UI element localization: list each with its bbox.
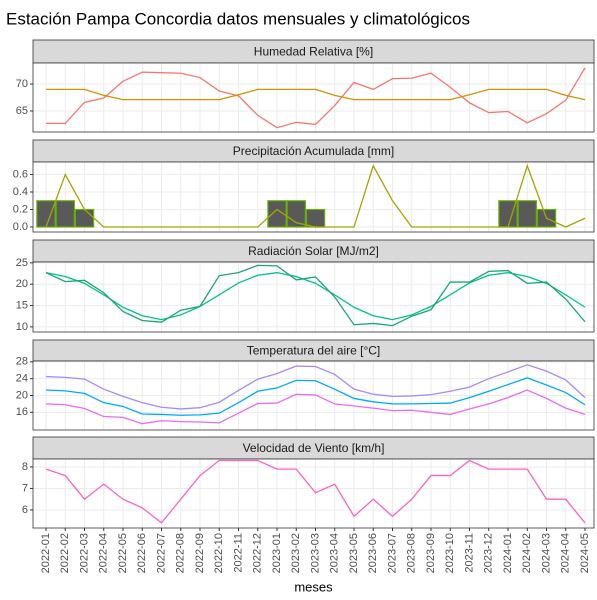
y-tick-label: 6: [22, 504, 28, 516]
x-tick-label: 2023-10: [444, 533, 456, 573]
x-tick-label: 2024-04: [560, 533, 572, 573]
y-tick-label: 20: [16, 389, 28, 401]
x-tick-label: 2023-11: [463, 533, 475, 573]
line: [45, 163, 586, 228]
x-tick-label: 2022-05: [117, 533, 129, 573]
line: [45, 389, 586, 425]
y-tick-label: 10: [16, 321, 28, 333]
y-tick-label: 25: [16, 257, 28, 269]
bar: [36, 200, 56, 228]
x-tick-label: 2022-01: [40, 533, 52, 573]
line: [45, 459, 586, 524]
x-tick-label: 2022-03: [78, 533, 90, 573]
x-tick-label: 2023-09: [425, 533, 437, 573]
x-tick-label: 2024-05: [579, 533, 591, 573]
facet-title: Temperatura del aire [°C]: [247, 344, 381, 358]
x-tick-label: 2023-03: [309, 533, 321, 573]
panel: [33, 63, 594, 132]
facet-title: Precipitación Acumulada [mm]: [233, 144, 394, 158]
y-tick-label: 28: [16, 356, 28, 368]
x-tick-label: 2023-08: [406, 533, 418, 573]
panel-border: [32, 360, 595, 431]
y-tick-label: 0.4: [13, 186, 28, 198]
x-tick-label: 2022-06: [136, 533, 148, 573]
line: [46, 88, 586, 101]
y-tick-label: 70: [16, 78, 28, 90]
line: [46, 67, 586, 129]
facet-title: Velocidad de Viento [km/h]: [243, 441, 385, 455]
y-tick-label: 0.0: [13, 221, 28, 233]
y-tick-label: 0.6: [13, 168, 28, 180]
x-tick-label: 2022-12: [252, 533, 264, 573]
x-axis-label: meses: [294, 579, 333, 594]
bar: [55, 200, 75, 228]
x-tick-label: 2024-03: [540, 533, 552, 573]
x-tick-label: 2022-09: [194, 533, 206, 573]
x-tick-label: 2022-02: [59, 533, 71, 573]
y-tick-label: 7: [22, 482, 28, 494]
x-tick-label: 2023-07: [386, 533, 398, 573]
line: [45, 272, 586, 321]
line: [45, 377, 586, 416]
x-tick-label: 2022-08: [175, 533, 187, 573]
x-tick-label: 2024-02: [521, 533, 533, 573]
x-tick-label: 2022-10: [213, 533, 225, 573]
line: [45, 264, 586, 327]
x-tick-label: 2023-05: [348, 533, 360, 573]
facet-title: Humedad Relativa [%]: [254, 45, 373, 59]
bar: [267, 200, 287, 228]
x-tick-label: 2024-01: [502, 533, 514, 573]
x-tick-label: 2023-06: [367, 533, 379, 573]
panel-border: [32, 261, 595, 333]
line: [45, 364, 586, 410]
chart-title: Estación Pampa Concordia datos mensuales…: [6, 9, 470, 28]
y-tick-label: 15: [16, 299, 28, 311]
x-tick-label: 2023-12: [483, 533, 495, 573]
x-tick-label: 2023-02: [290, 533, 302, 573]
y-tick-label: 16: [16, 406, 28, 418]
facet-title: Radiación Solar [MJ/m2]: [248, 244, 379, 258]
panel-border: [32, 458, 595, 529]
panel: [33, 459, 594, 528]
panel-border: [32, 62, 595, 133]
y-tick-label: 65: [16, 105, 28, 117]
y-tick-label: 24: [16, 373, 28, 385]
x-tick-label: 2022-11: [232, 533, 244, 573]
x-tick-label: 2022-07: [155, 533, 167, 573]
x-tick-label: 2022-04: [98, 533, 110, 573]
panel-border: [32, 161, 595, 233]
x-tick-label: 2023-01: [271, 533, 283, 573]
bar: [286, 200, 306, 228]
x-tick-label: 2023-04: [329, 533, 341, 573]
bar: [517, 200, 537, 228]
y-tick-label: 20: [16, 278, 28, 290]
y-tick-label: 0.2: [13, 203, 28, 215]
bar: [305, 208, 326, 228]
bar: [74, 208, 95, 228]
y-tick-label: 8: [22, 461, 28, 473]
